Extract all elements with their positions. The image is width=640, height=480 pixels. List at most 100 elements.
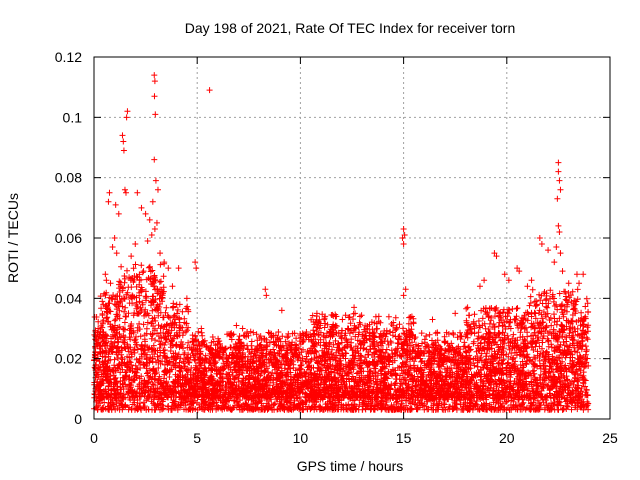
data-point: [99, 298, 106, 305]
data-point: [140, 268, 147, 275]
data-point: [559, 268, 566, 275]
data-point: [263, 292, 270, 299]
data-point: [399, 235, 406, 241]
data-point: [120, 138, 127, 145]
data-point: [493, 397, 500, 404]
data-point: [151, 225, 158, 232]
data-point: [322, 313, 329, 320]
data-point: [565, 280, 572, 287]
data-point: [556, 228, 563, 235]
data-point: [103, 277, 110, 284]
data-point: [206, 87, 213, 94]
data-point: [124, 108, 131, 115]
x-tick-label: 0: [90, 430, 98, 446]
data-point: [161, 259, 168, 266]
data-point: [313, 310, 320, 317]
data-point: [134, 189, 141, 196]
data-point: [573, 271, 580, 278]
data-point: [390, 319, 397, 326]
data-point: [400, 241, 407, 248]
data-point: [126, 274, 133, 281]
data-point: [151, 72, 158, 79]
data-point: [146, 216, 153, 223]
data-point: [554, 195, 561, 202]
chart-title: Day 198 of 2021, Rate Of TEC Index for r…: [185, 20, 515, 36]
data-point: [128, 253, 135, 260]
data-point: [102, 271, 109, 278]
axis-ticks: 0 5 10 15 20 25 0 0.02 0.04 0.06 0.08 0.1 0.12: [55, 49, 618, 446]
data-point: [111, 235, 118, 241]
data-point: [278, 307, 285, 314]
data-point: [402, 286, 409, 293]
data-point: [514, 265, 521, 272]
data-point: [555, 168, 562, 175]
data-point: [151, 93, 158, 100]
data-point: [576, 280, 583, 287]
data-point: [151, 78, 158, 85]
data-point: [175, 265, 182, 272]
data-point: [120, 147, 127, 154]
data-point: [105, 198, 112, 205]
data-point: [153, 219, 160, 226]
data-point: [123, 114, 130, 121]
data-point: [119, 132, 126, 139]
data-point: [115, 210, 122, 217]
data-points-dense: [91, 260, 592, 413]
dense-point-cloud: [91, 260, 592, 413]
data-point: [452, 310, 459, 317]
data-point: [553, 244, 560, 251]
y-tick-label: 0.02: [55, 351, 82, 367]
y-tick-label: 0.08: [55, 170, 82, 186]
data-point: [501, 271, 508, 278]
data-point: [555, 159, 562, 166]
data-point: [375, 313, 382, 320]
data-point: [557, 250, 564, 257]
data-point: [491, 394, 498, 401]
data-point: [138, 204, 145, 211]
data-point: [551, 259, 558, 266]
data-point: [151, 156, 158, 163]
data-point: [112, 201, 119, 208]
data-point: [536, 235, 543, 241]
data-point: [121, 186, 128, 193]
data-point: [149, 198, 156, 205]
x-tick-label: 5: [193, 430, 201, 446]
data-point: [351, 304, 358, 311]
data-point: [154, 186, 161, 193]
y-tick-label: 0.06: [55, 230, 82, 246]
x-tick-label: 20: [499, 430, 515, 446]
data-point: [148, 231, 155, 238]
y-axis-label: ROTI / TECUs: [5, 193, 21, 283]
data-point: [100, 301, 107, 308]
data-point: [476, 283, 483, 290]
data-point: [556, 177, 563, 184]
data-point: [495, 400, 502, 407]
data-point: [545, 247, 552, 254]
data-points: [95, 72, 587, 410]
data-point: [142, 210, 149, 217]
x-tick-label: 10: [293, 430, 309, 446]
data-point: [401, 231, 408, 238]
data-point: [429, 316, 436, 323]
x-tick-label: 15: [396, 430, 412, 446]
data-point: [493, 253, 500, 260]
data-point: [109, 244, 116, 251]
data-point: [192, 259, 199, 266]
data-point: [538, 241, 545, 248]
data-point: [400, 292, 407, 299]
data-point: [198, 325, 205, 332]
data-point: [122, 189, 129, 196]
data-point: [352, 310, 359, 317]
data-point: [524, 283, 531, 290]
data-point: [233, 322, 240, 329]
data-point: [555, 222, 562, 229]
data-point: [136, 277, 143, 284]
data-point: [117, 283, 124, 290]
data-point: [400, 225, 407, 232]
data-point: [95, 325, 102, 332]
data-point: [157, 250, 164, 257]
data-point: [491, 250, 498, 257]
y-tick-label: 0: [74, 411, 82, 427]
data-point: [239, 325, 246, 332]
